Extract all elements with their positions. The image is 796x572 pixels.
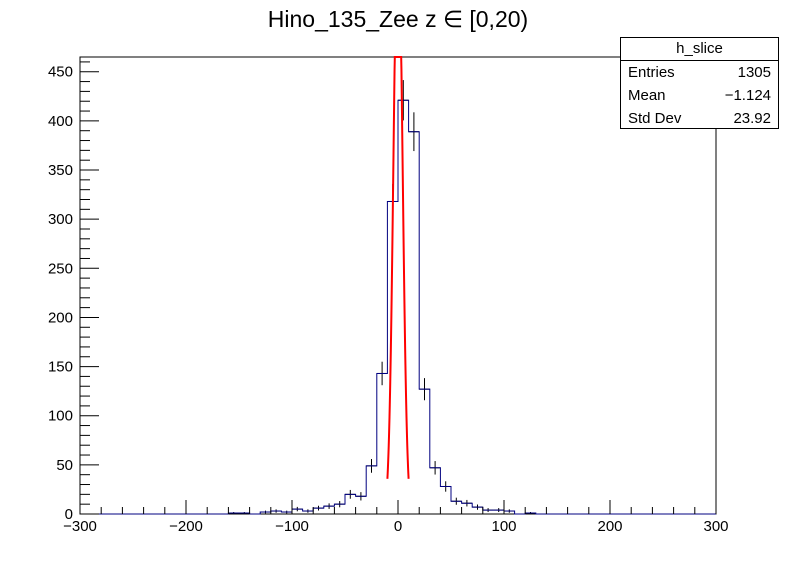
histogram-line bbox=[80, 99, 716, 515]
y-tick-label: 100 bbox=[48, 408, 73, 425]
stats-row-mean: Mean −1.124 bbox=[621, 84, 778, 107]
x-tick-label: 300 bbox=[703, 518, 728, 535]
x-tick-label: −300 bbox=[63, 518, 97, 535]
error-bars bbox=[228, 80, 536, 514]
y-tick-label: 200 bbox=[48, 309, 73, 326]
y-tick-label: 50 bbox=[56, 457, 73, 474]
y-tick-label: 400 bbox=[48, 113, 73, 130]
y-tick-label: 300 bbox=[48, 211, 73, 228]
stats-label: Std Dev bbox=[628, 110, 682, 127]
x-axis: −300 −200 −100 0 100 200 300 bbox=[63, 500, 729, 535]
stats-row-stddev: Std Dev 23.92 bbox=[621, 107, 778, 130]
stats-value: 1305 bbox=[737, 64, 771, 81]
stats-box: h_slice Entries 1305 Mean −1.124 Std Dev… bbox=[620, 37, 779, 129]
x-tick-label: 100 bbox=[491, 518, 516, 535]
stats-box-title: h_slice bbox=[621, 38, 778, 61]
gaussian-fit-curve bbox=[386, 56, 410, 479]
x-tick-label: −200 bbox=[169, 518, 203, 535]
stats-label: Entries bbox=[628, 64, 675, 81]
stats-value: 23.92 bbox=[733, 110, 771, 127]
y-axis: 0 50 100 150 200 250 300 350 400 450 bbox=[48, 61, 99, 523]
y-tick-label: 0 bbox=[65, 506, 73, 523]
y-tick-label: 150 bbox=[48, 359, 73, 376]
x-tick-label: 200 bbox=[597, 518, 622, 535]
x-tick-label: −100 bbox=[275, 518, 309, 535]
chart-title: Hino_135_Zee z ∈ [0,20) bbox=[267, 6, 529, 32]
stats-row-entries: Entries 1305 bbox=[621, 61, 778, 84]
y-tick-label: 450 bbox=[48, 64, 73, 81]
stats-value: −1.124 bbox=[724, 87, 771, 104]
stats-label: Mean bbox=[628, 87, 666, 104]
y-tick-label: 250 bbox=[48, 260, 73, 277]
x-tick-label: 0 bbox=[394, 518, 402, 535]
y-tick-label: 350 bbox=[48, 162, 73, 179]
